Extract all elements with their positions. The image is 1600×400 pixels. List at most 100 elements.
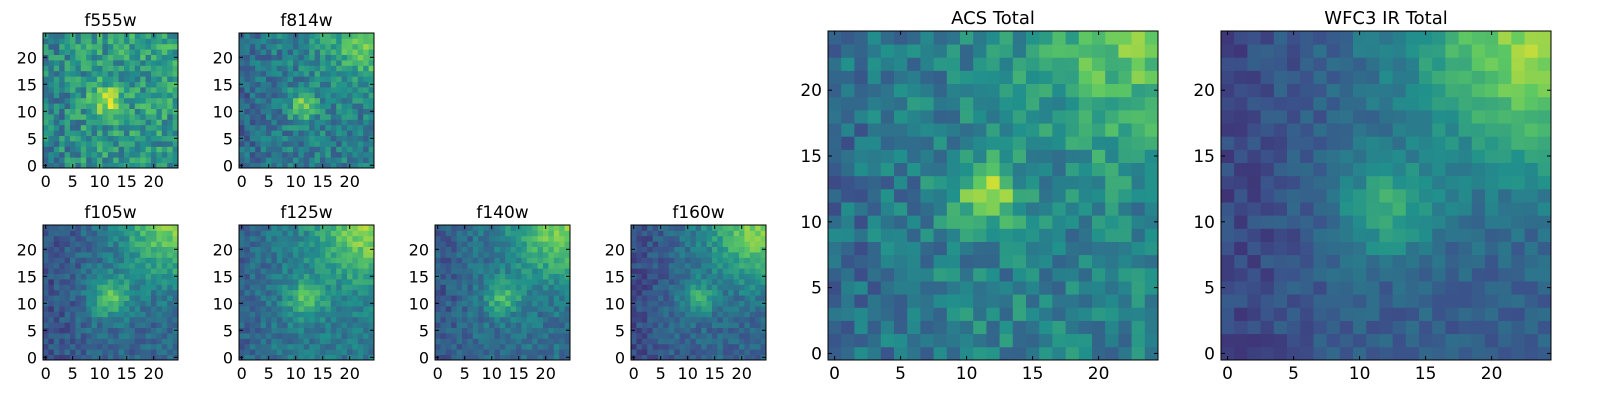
heatmap-cell [920, 162, 934, 177]
heatmap-cell [341, 151, 348, 158]
heatmap-cell [695, 343, 702, 350]
heatmap-cell [113, 108, 119, 115]
heatmap-cell [156, 114, 163, 120]
heatmap-cell [828, 333, 842, 348]
heatmap-cell [1260, 188, 1275, 203]
heatmap-cell [1419, 241, 1433, 256]
heatmap-cell [161, 108, 168, 115]
heatmap-cell [728, 246, 734, 253]
heatmap-cell [260, 108, 267, 115]
heatmap-cell [1039, 123, 1053, 137]
heatmap-cell [1065, 175, 1080, 190]
heatmap-cell [330, 230, 337, 237]
heatmap-cell [129, 114, 136, 120]
heatmap-cell [1144, 188, 1159, 203]
heatmap-cell [124, 38, 130, 45]
heatmap-cell [1273, 188, 1288, 203]
heatmap-cell [43, 65, 49, 72]
heatmap-cell [1247, 333, 1261, 348]
heatmap-cell [749, 338, 756, 345]
heatmap-cell [298, 43, 305, 50]
heatmap-cell [1105, 70, 1119, 85]
heatmap-cell [249, 33, 256, 39]
heatmap-cell [744, 306, 751, 312]
heatmap-cell [744, 338, 751, 345]
heatmap-cell [363, 333, 369, 339]
heatmap-cell [145, 162, 152, 169]
heatmap-cell [341, 327, 348, 334]
heatmap-cell [341, 135, 348, 142]
heatmap-cell [129, 354, 136, 361]
heatmap-cell [347, 246, 353, 253]
heatmap-cell [1366, 267, 1380, 282]
heatmap-cell [113, 38, 119, 45]
heatmap-cell [48, 327, 55, 334]
heatmap-cell [880, 267, 895, 282]
heatmap-cell [325, 103, 332, 109]
heatmap-cell [907, 320, 921, 335]
heatmap-cell [679, 241, 686, 247]
heatmap-cell [532, 273, 538, 280]
heatmap-cell [145, 60, 152, 66]
heatmap-cell [357, 70, 364, 77]
heatmap-cell [472, 311, 479, 318]
heatmap-cell [330, 338, 337, 345]
heatmap-cell [674, 246, 680, 253]
heatmap-cell [986, 136, 1000, 150]
heatmap-cell [293, 262, 299, 269]
x-tick-label: 5 [656, 364, 666, 383]
heatmap-cell [553, 268, 560, 274]
heatmap-cell [330, 157, 337, 163]
heatmap-cell [75, 92, 82, 99]
heatmap-cell [298, 333, 305, 339]
heatmap-cell [636, 295, 643, 301]
heatmap-cell [75, 306, 82, 312]
heatmap-cell [64, 162, 71, 169]
heatmap-cell [134, 246, 141, 253]
heatmap-cell [53, 343, 60, 350]
heatmap-cell [145, 235, 152, 242]
heatmap-cell [43, 151, 49, 158]
heatmap-cell [161, 322, 168, 328]
heatmap-cell [1118, 281, 1132, 295]
heatmap-cell [440, 322, 447, 328]
heatmap-cell [140, 81, 146, 88]
heatmap-cell [960, 44, 974, 58]
heatmap-cell [287, 257, 294, 264]
heatmap-cell [631, 252, 637, 258]
heatmap-cell [287, 268, 294, 274]
heatmap-cell [314, 349, 321, 355]
heatmap-cell [357, 108, 364, 115]
heatmap-cell [1092, 83, 1106, 98]
heatmap-cell [548, 262, 555, 269]
heatmap-cell [478, 268, 484, 274]
heatmap-cell [352, 38, 359, 45]
heatmap-cell [303, 97, 310, 104]
heatmap-cell [357, 257, 364, 264]
heatmap-cell [357, 76, 364, 82]
heatmap-cell [75, 124, 82, 131]
heatmap-cell [933, 96, 948, 111]
heatmap-cell [287, 43, 294, 50]
heatmap-cell [145, 279, 152, 285]
heatmap-cell [75, 114, 82, 120]
heatmap-cell [658, 289, 664, 296]
heatmap-cell [1092, 254, 1106, 269]
heatmap-cell [880, 188, 895, 203]
heatmap-cell [134, 103, 141, 109]
heatmap-cell [113, 262, 119, 269]
heatmap-cell [140, 87, 146, 93]
heatmap-cell [1039, 57, 1053, 71]
heatmap-cell [260, 43, 267, 50]
heatmap-cell [357, 306, 364, 312]
heatmap-cell [59, 70, 65, 77]
heatmap-cell [347, 97, 353, 104]
heatmap-cell [118, 141, 125, 147]
heatmap-cell [1078, 228, 1093, 242]
heatmap-cell [97, 65, 103, 72]
heatmap-cell [494, 241, 501, 247]
heatmap-cell [249, 49, 256, 55]
heatmap-cell [1092, 57, 1106, 71]
heatmap-cell [167, 97, 173, 104]
heatmap-cell [706, 343, 713, 350]
